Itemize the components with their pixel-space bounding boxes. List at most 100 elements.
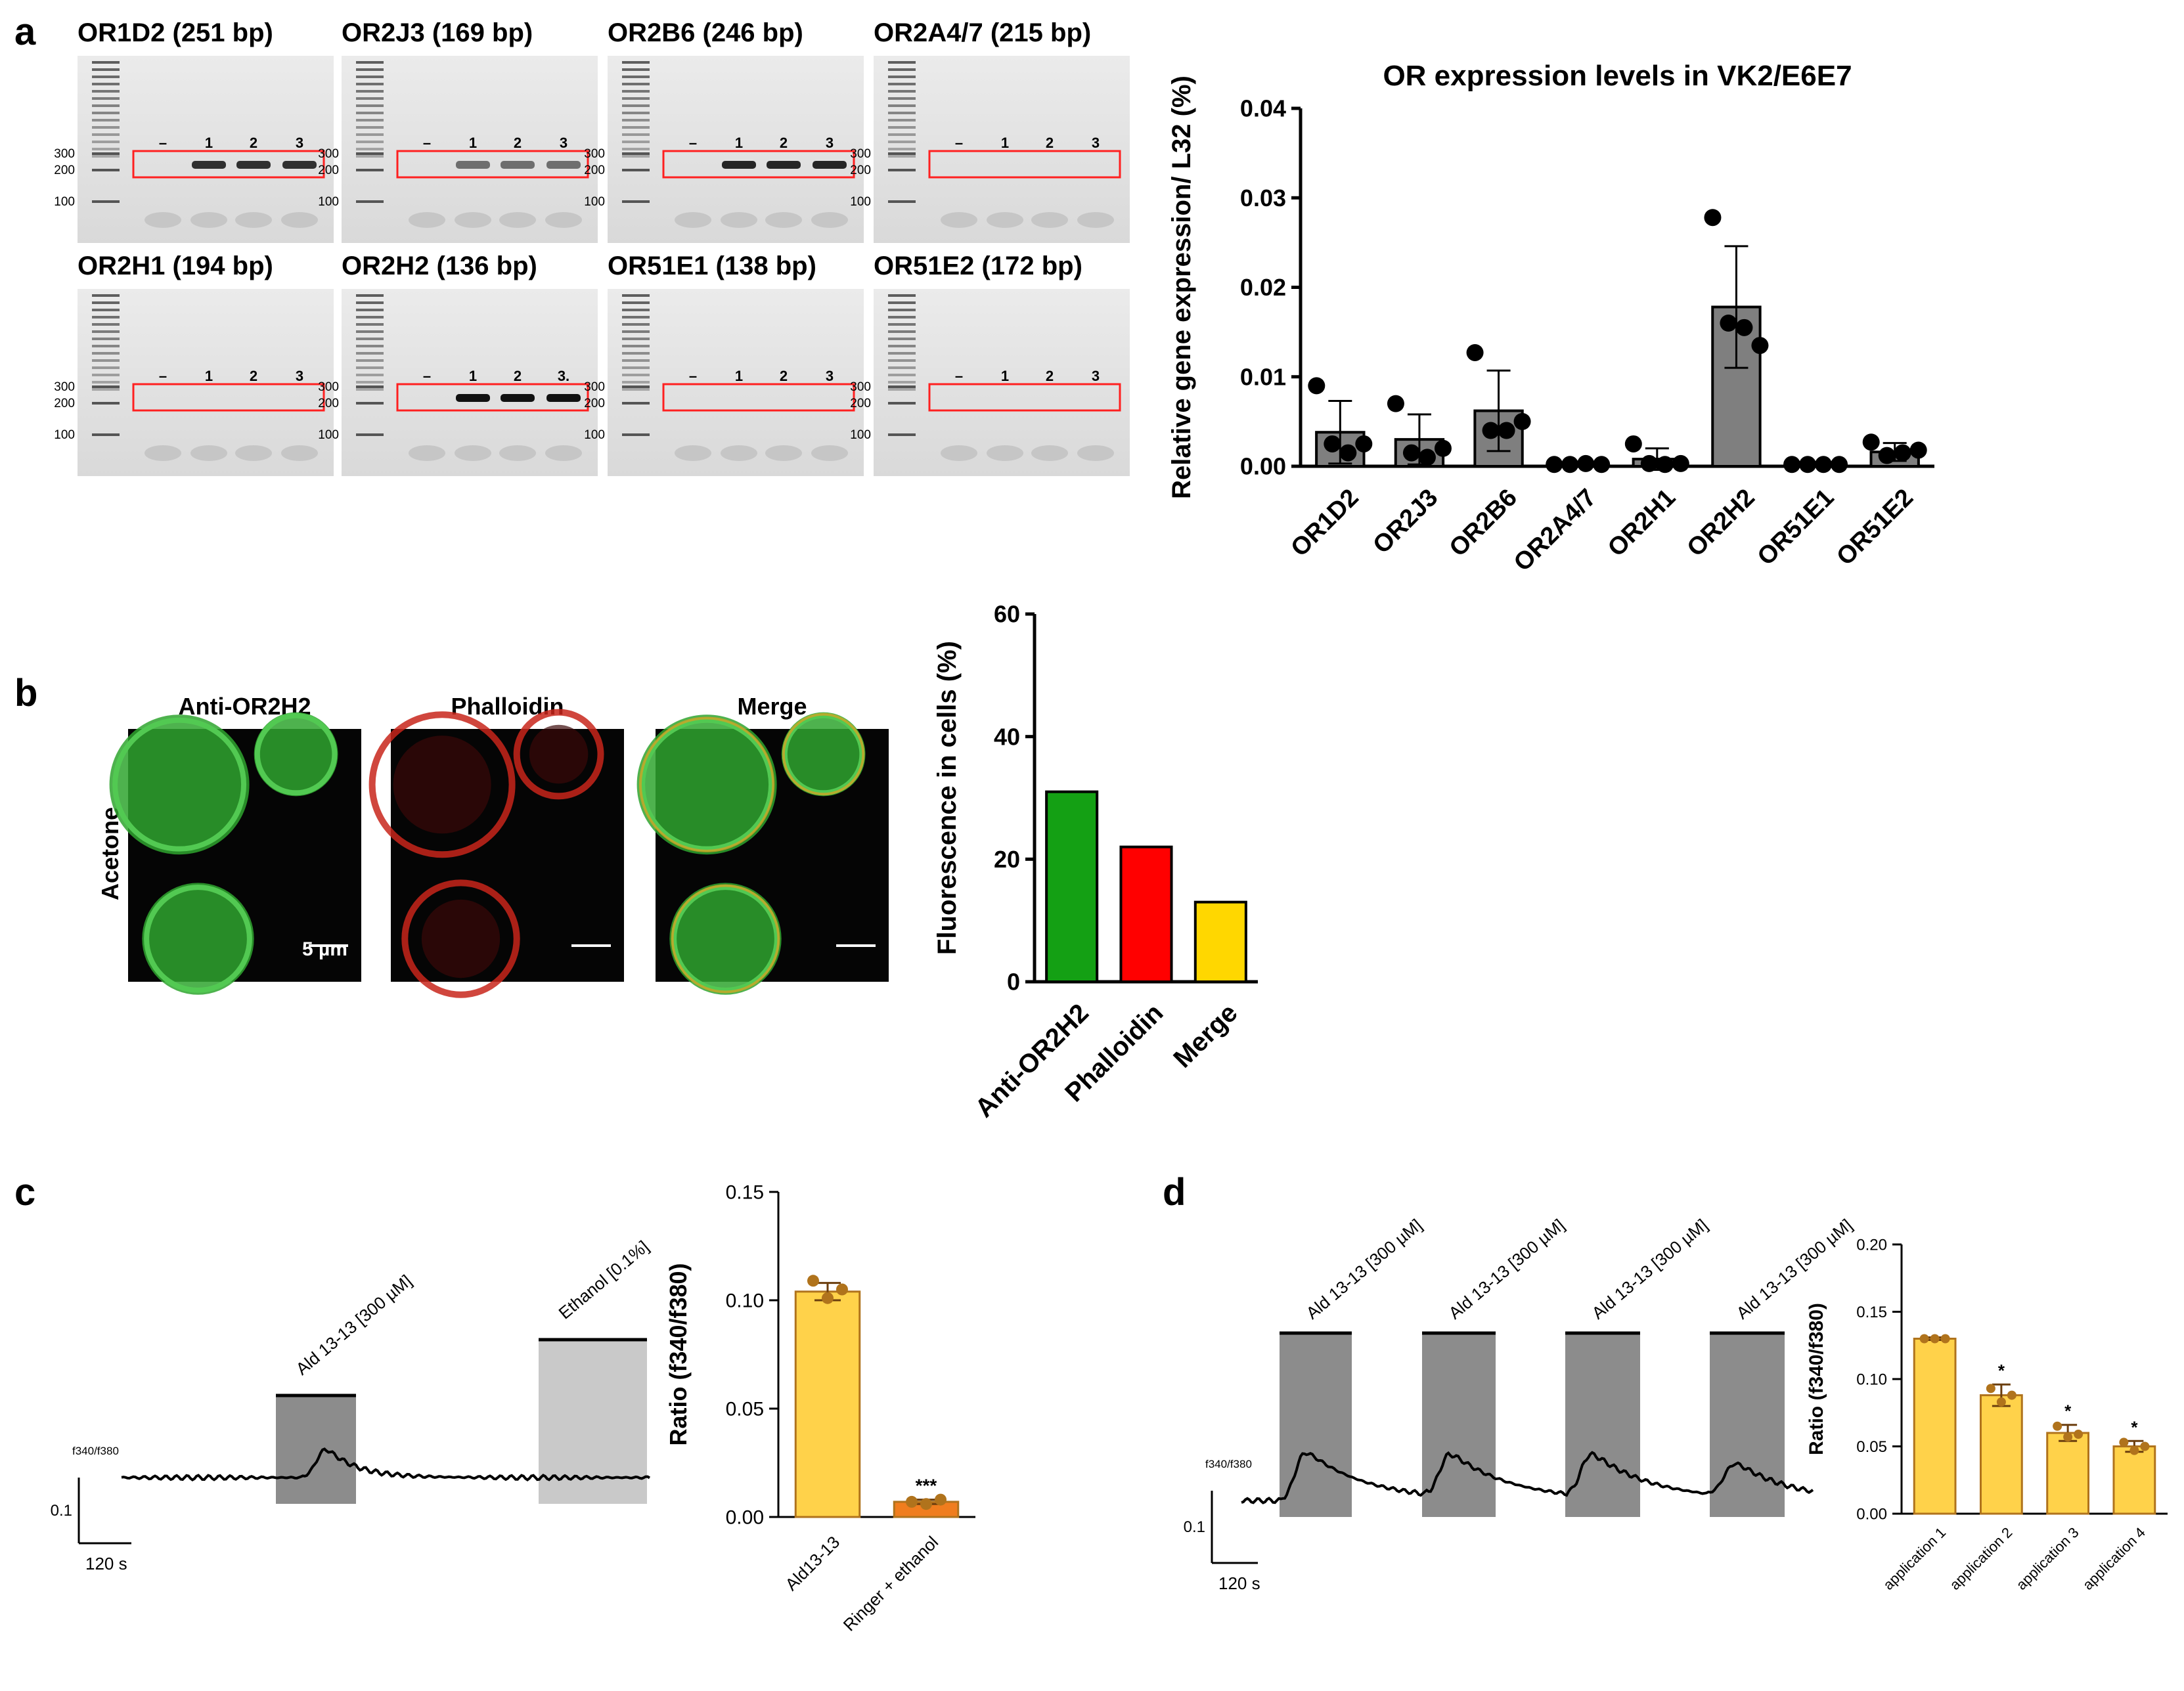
stimulus-period (1565, 1333, 1640, 1517)
ladder-band (356, 97, 384, 100)
x-tick-label: OR1D2 (1285, 484, 1364, 562)
cell-edge (640, 717, 774, 852)
marker-label: 200 (584, 164, 605, 177)
marker-band (888, 200, 916, 203)
y-tick-label: 0.04 (1240, 95, 1286, 122)
ladder-band (356, 301, 384, 304)
lane-label: 2 (780, 368, 788, 384)
ladder-band (888, 352, 916, 355)
lane-label: 3 (826, 368, 834, 384)
gel-image (874, 56, 1130, 243)
lane-label: 3 (1092, 368, 1100, 384)
lane-label: 3 (1092, 135, 1100, 151)
ladder-band (888, 141, 916, 143)
x-tick-label: OR2H2 (1682, 484, 1760, 562)
ladder-band (92, 359, 120, 362)
ladder-band (888, 301, 916, 304)
ladder-band (888, 381, 916, 384)
ladder-band (356, 148, 384, 150)
x-tick-label: application 1 (1880, 1524, 1949, 1593)
ladder-band (92, 104, 120, 107)
ladder-band (622, 141, 650, 143)
data-point (1720, 315, 1737, 332)
y-tick-label: 0.20 (1856, 1236, 1887, 1254)
chart-title: OR expression levels in VK2/E6E7 (1383, 60, 1852, 92)
primer-smudge (941, 212, 977, 228)
ladder-band (622, 126, 650, 129)
y-tick-label: 40 (994, 723, 1020, 750)
stimulus-period (1710, 1333, 1785, 1517)
lane-label: 1 (1001, 368, 1009, 384)
marker-band (92, 433, 120, 436)
ladder-band (92, 294, 120, 297)
ladder-band (888, 148, 916, 150)
data-point (1324, 435, 1341, 452)
marker-band (92, 385, 120, 388)
lane-label: 1 (205, 368, 213, 384)
panel-label-b: b (14, 672, 37, 714)
ladder-band (92, 388, 120, 391)
ladder-band (888, 104, 916, 107)
product-band (456, 394, 490, 402)
ladder-band (356, 345, 384, 347)
x-tick-label: OR2B6 (1444, 484, 1523, 562)
ladder-band (888, 83, 916, 85)
y-tick-label: 0.05 (726, 1399, 764, 1420)
marker-label: 300 (54, 147, 75, 161)
gel-image (608, 289, 864, 476)
product-band (456, 161, 490, 169)
primer-smudge (499, 445, 536, 461)
marker-label: 100 (54, 428, 75, 442)
marker-band (92, 200, 120, 203)
ladder-band (92, 61, 120, 64)
highlight-box (396, 383, 589, 412)
gel-title: OR2B6 (246 bp) (608, 18, 803, 47)
primer-smudge (235, 445, 272, 461)
data-point (1909, 441, 1927, 459)
gel-image (342, 56, 598, 243)
ladder-band (888, 366, 916, 369)
lane-label: 3. (558, 368, 569, 384)
cell-body (529, 724, 589, 784)
lane-label: 2 (1046, 368, 1054, 384)
y-tick-label: 20 (994, 846, 1020, 873)
ladder-band (92, 309, 120, 311)
cell-stain (669, 883, 782, 995)
ladder-band (622, 148, 650, 150)
product-band (813, 161, 847, 169)
data-point (1672, 454, 1689, 472)
data-point (906, 1495, 918, 1508)
primer-smudge (811, 212, 848, 228)
primer-smudge (721, 445, 757, 461)
primer-smudge (145, 212, 181, 228)
ladder-band (92, 366, 120, 369)
stimulus-label: Ald 13-13 [300 µM] (1303, 1215, 1426, 1323)
ladder-band (622, 119, 650, 121)
ladder-band (888, 309, 916, 311)
data-point (1418, 449, 1436, 466)
lane-label: 1 (735, 368, 743, 384)
ladder-band (356, 352, 384, 355)
lane-label: 1 (469, 135, 477, 151)
primer-smudge (721, 212, 757, 228)
product-band (546, 161, 581, 169)
marker-label: 100 (850, 428, 871, 442)
ladder-band (92, 126, 120, 129)
lane-label: 1 (205, 135, 213, 151)
data-point (1862, 433, 1880, 451)
cell-stain (142, 883, 254, 995)
y-tick-label: 0 (1007, 969, 1020, 996)
ladder-band (92, 155, 120, 158)
stimulus-period (1280, 1333, 1352, 1517)
primer-smudge (765, 212, 802, 228)
cell-stain (401, 879, 520, 998)
lane-label: 2 (514, 368, 522, 384)
data-point (2119, 1438, 2129, 1447)
ladder-band (622, 76, 650, 78)
ladder-band (888, 345, 916, 347)
marker-label: 300 (850, 380, 871, 394)
cell-body (421, 899, 501, 978)
lane-label: 2 (250, 135, 257, 151)
lane-label: 1 (1001, 135, 1009, 151)
